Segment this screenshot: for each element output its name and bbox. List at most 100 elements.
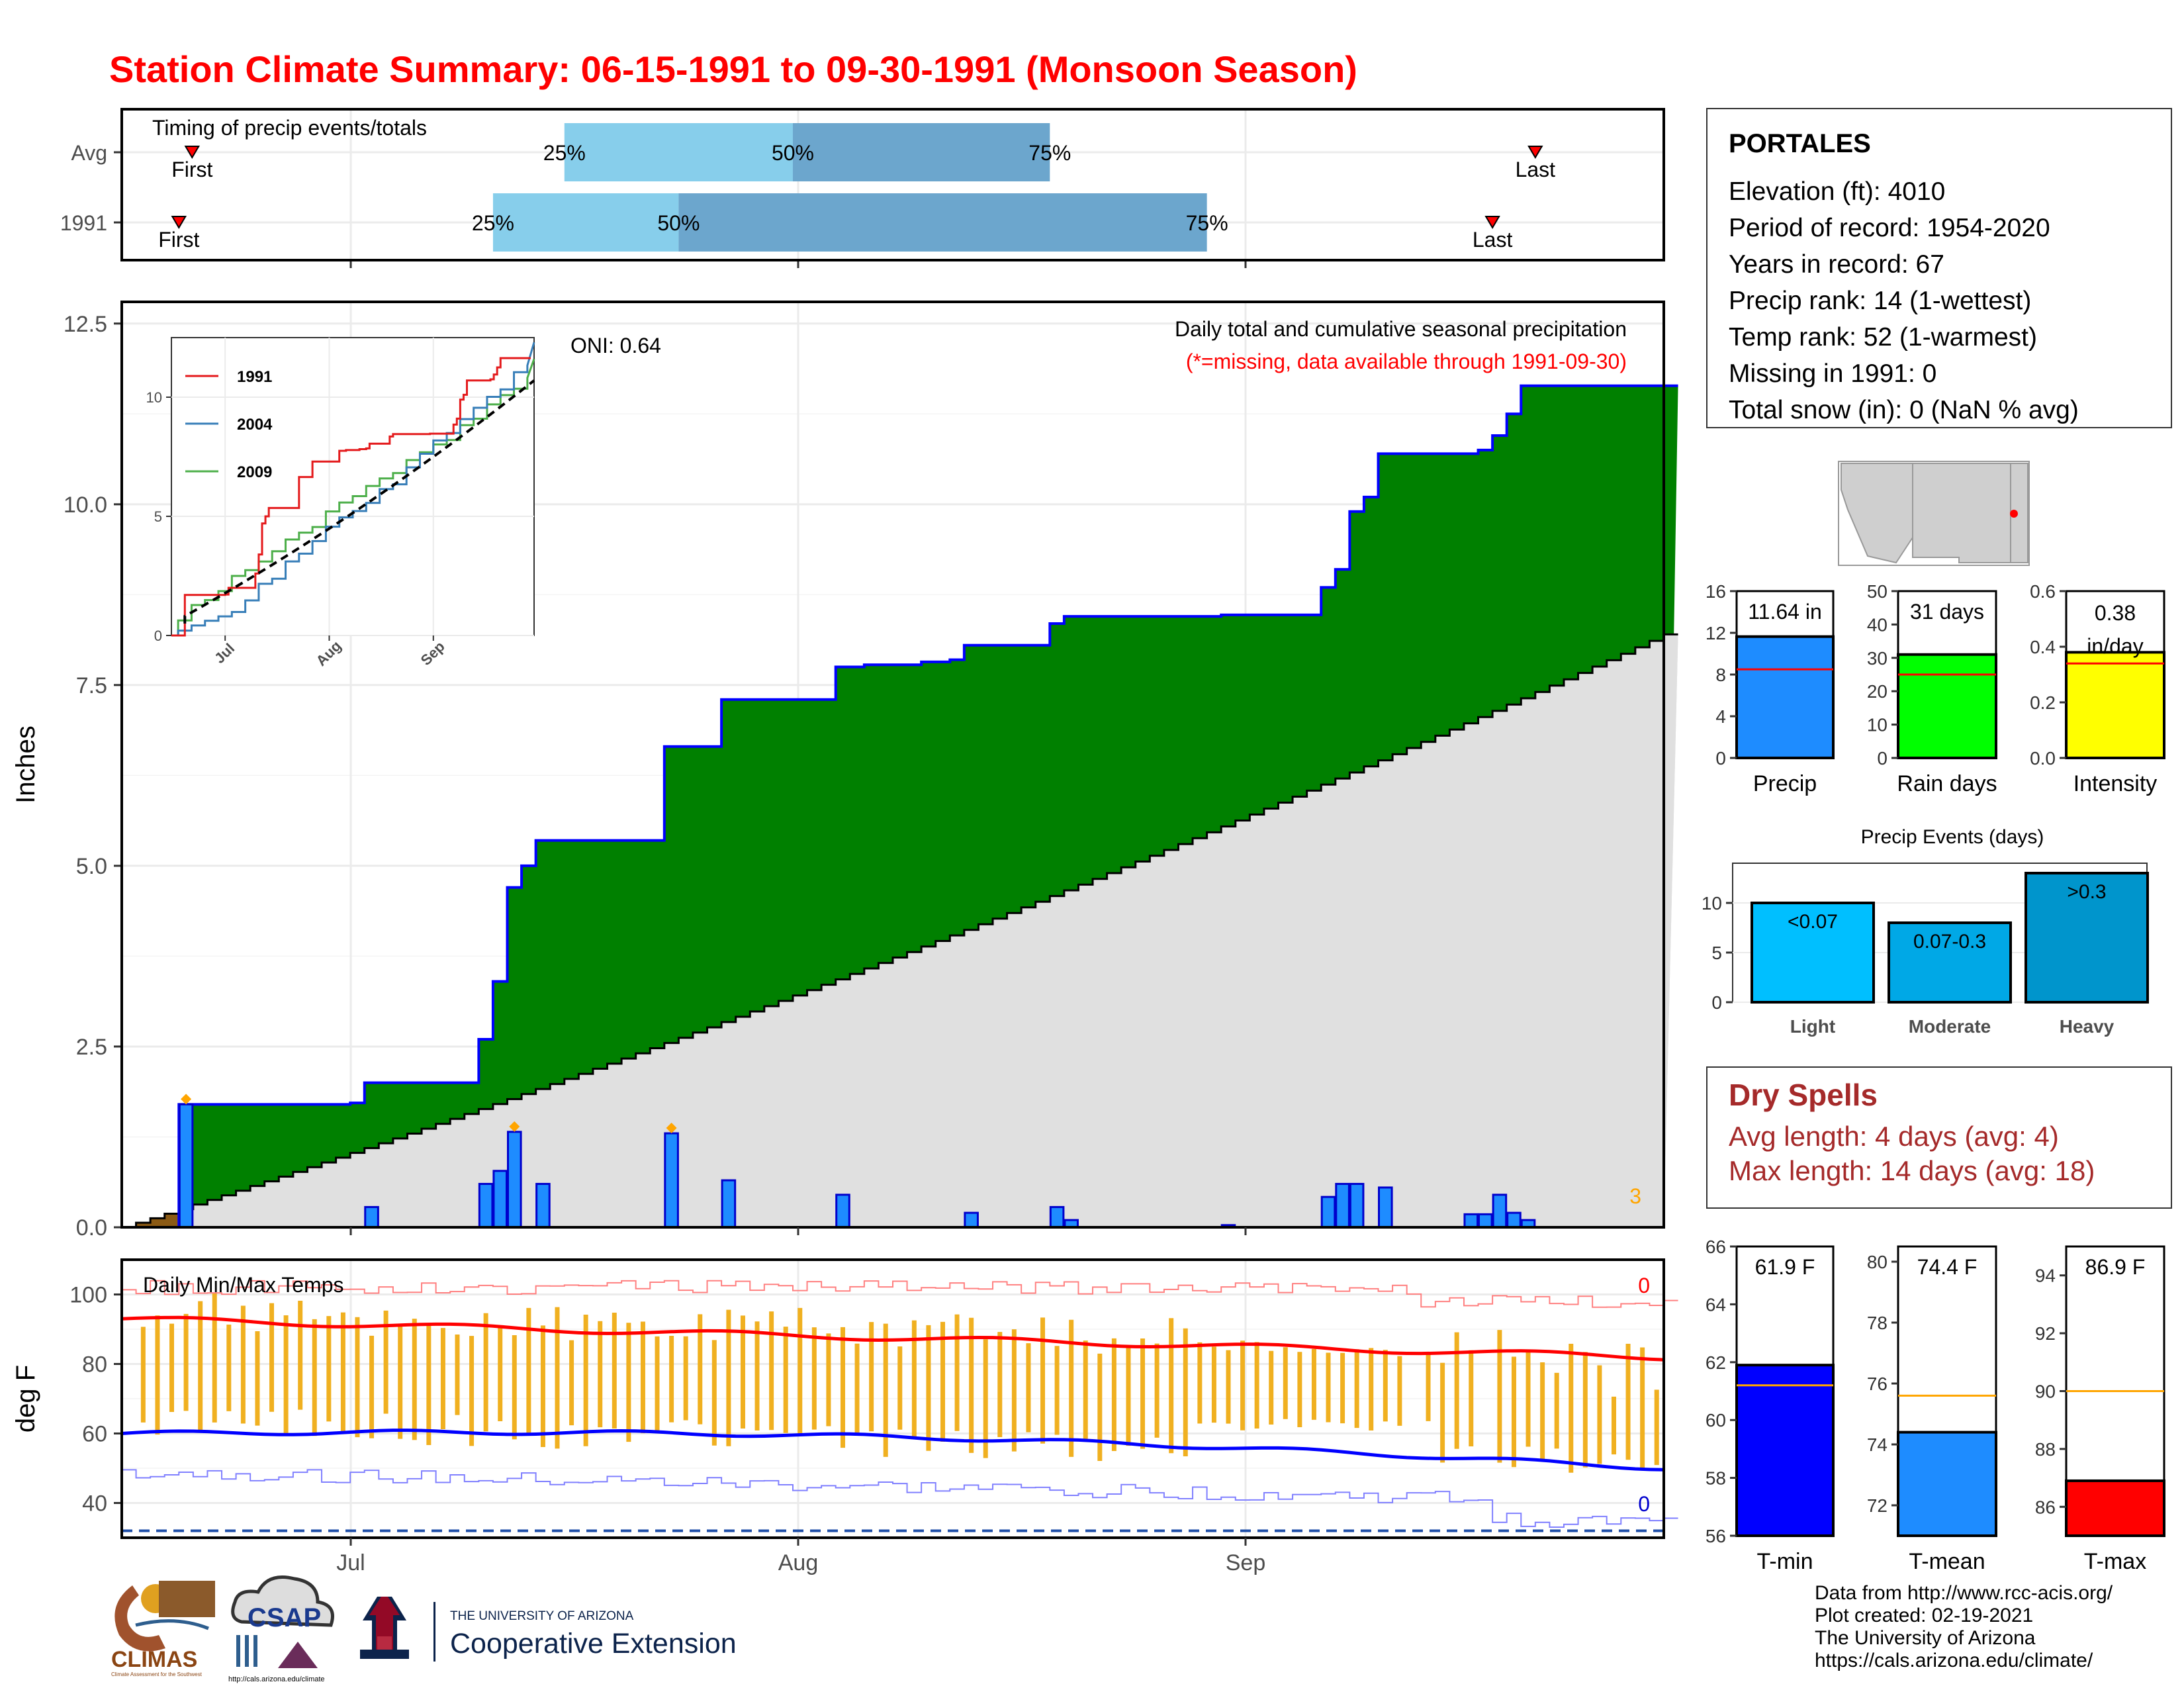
daily-precip-bar: [1463, 1213, 1479, 1229]
temp-count-top: 0: [1638, 1274, 1650, 1297]
dry-spells-box: Dry Spells Avg length: 4 days (avg: 4) M…: [1706, 1066, 2172, 1209]
precip-annotation-title: Daily total and cumulative seasonal prec…: [1175, 317, 1627, 341]
main-charts-svg: Timing of precip events/totals Avg 1991 …: [11, 108, 1678, 1683]
x-tick-sep: Sep: [1226, 1550, 1266, 1575]
daily-precip-bar: [1320, 1196, 1336, 1229]
timing-last-marker: [1527, 146, 1543, 159]
events-ytick-label: 0: [1711, 992, 1722, 1013]
inset-legend-label: 2009: [237, 463, 272, 481]
events-bar-heavy: [2025, 872, 2149, 1004]
temp-ytick-label: 60: [82, 1422, 107, 1447]
events-bar-label: 0.07-0.3: [1913, 931, 1986, 953]
precip-annotation-missing: (*=missing, data available through 1991-…: [1186, 350, 1627, 373]
summary-rain-days-value: 31 days: [1910, 600, 1984, 624]
summary-rain-days-ytick-label: 20: [1867, 681, 1888, 702]
csap-url: http://cals.arizona.edu/climate: [228, 1675, 325, 1683]
logos: CLIMAS Climate Assessment for the Southw…: [111, 1575, 737, 1683]
temp-summary-t-mean-ytick-label: 78: [1867, 1313, 1888, 1333]
inset-legend-label: 1991: [237, 368, 272, 386]
events-category-label: Heavy: [2060, 1016, 2115, 1037]
timing-q50-label: 50%: [657, 211, 700, 235]
normal-cumulative-line: [122, 633, 1678, 1229]
summary-rain-days-bar: [1897, 653, 1997, 760]
events-bar-light: [1751, 902, 1875, 1004]
location-map: [1838, 461, 2030, 566]
climas-text: CLIMAS: [111, 1647, 197, 1672]
temp-summary-t-max-ytick-label: 86: [2035, 1497, 2056, 1517]
temp-panel: Daily Min/Max Temps 0 0 40 60 80 100 deg F: [11, 1258, 1678, 1539]
temp-summary-t-min-ytick-label: 58: [1706, 1468, 1726, 1489]
average-max-temp-line: [121, 1315, 1664, 1362]
temp-summary-t-min-ytick-label: 66: [1706, 1237, 1726, 1257]
climas-sub: Climate Assessment for the Southwest: [111, 1671, 203, 1677]
temp-summary-t-max-ytick-label: 88: [2035, 1439, 2056, 1460]
station-temp-rank: Temp rank: 52 (1-warmest): [1729, 323, 2037, 352]
summary-intensity-value-unit: in/day: [2087, 634, 2143, 658]
summary-precip-bar: [1735, 635, 1835, 759]
events-bar-label: >0.3: [2067, 881, 2106, 903]
timing-title: Timing of precip events/totals: [152, 116, 427, 140]
temp-summary-t-mean-label: T-mean: [1909, 1549, 1985, 1574]
temp-summary-t-max-ytick-label: 92: [2035, 1323, 2056, 1344]
summary-intensity-ytick-label: 0.0: [2030, 748, 2056, 769]
summary-intensity-bar: [2065, 651, 2165, 760]
precip-ytick-label: 0.0: [76, 1215, 107, 1241]
timing-first-label: First: [171, 158, 212, 181]
inset-ytick-label: 10: [146, 389, 162, 406]
daily-precip-bar: [664, 1132, 679, 1229]
summary-intensity-ytick-label: 0.6: [2030, 581, 2056, 602]
temp-summary-t-min-ytick-label: 60: [1706, 1410, 1726, 1430]
inset-average-line: [183, 379, 535, 624]
temp-summary-t-min-ytick-label: 64: [1706, 1294, 1726, 1315]
precip-ylabel: Inches: [11, 726, 40, 804]
temp-summary-t-mean-ytick-label: 76: [1867, 1374, 1888, 1394]
temp-summary-t-min-value: 61.9 F: [1755, 1255, 1815, 1279]
temp-summary-t-mean-ytick-label: 72: [1867, 1495, 1888, 1516]
temp-summary-t-max-bar: [2065, 1479, 2165, 1537]
station-precip-rank: Precip rank: 14 (1-wettest): [1729, 287, 2032, 315]
footer-line-url: https://cals.arizona.edu/climate/: [1815, 1650, 2093, 1671]
summary-precip-label: Precip: [1753, 771, 1817, 796]
oni-label: ONI: 0.64: [570, 334, 661, 357]
inset-ytick-label: 5: [154, 508, 162, 525]
temp-border: [120, 1258, 1665, 1539]
temp-summary-t-min-bar: [1735, 1364, 1835, 1537]
temp-summary-t-max-ytick-label: 94: [2035, 1266, 2056, 1286]
station-elevation: Elevation (ft): 4010: [1729, 177, 1946, 206]
daily-precip-bar: [835, 1194, 850, 1229]
timing-last-marker: [1484, 216, 1500, 229]
temp-summary-t-mean-ytick-label: 80: [1867, 1252, 1888, 1272]
heavy-event-marker: [666, 1123, 677, 1134]
x-axis: Jul Aug Sep: [336, 1227, 1265, 1575]
precip-border: [120, 301, 1665, 1229]
timing-first-marker: [171, 216, 187, 229]
daily-precip-bar: [1478, 1213, 1493, 1229]
station-info-box: PORTALES Elevation (ft): 4010 Period of …: [1706, 108, 2172, 428]
timing-first-label: First: [158, 228, 199, 252]
climas-logo: CLIMAS Climate Assessment for the Southw…: [111, 1581, 215, 1677]
ua-logo: THE UNIVERSITY OF ARIZONA Cooperative Ex…: [360, 1597, 737, 1662]
temp-summary-t-mean-bar: [1897, 1430, 1997, 1538]
timing-first-marker: [184, 146, 201, 159]
inset-line-1991: [171, 357, 531, 637]
summary-precip-ytick-label: 0: [1715, 748, 1726, 769]
summary-intensity-ytick-label: 0.4: [2030, 637, 2056, 657]
daily-precip-bar: [1349, 1182, 1365, 1229]
temp-ytick-label: 40: [82, 1491, 107, 1517]
station-location-dot: [2010, 510, 2018, 518]
temp-summary-t-min-label: T-min: [1757, 1549, 1813, 1574]
station-period: Period of record: 1954-2020: [1729, 214, 2050, 242]
events-bar-label: <0.07: [1788, 911, 1838, 933]
x-tick-jul: Jul: [336, 1550, 365, 1575]
daily-precip-bar: [964, 1211, 979, 1229]
precip-ytick-label: 2.5: [76, 1035, 107, 1060]
daily-precip-bar: [1049, 1205, 1065, 1229]
footer-line-org: The University of Arizona: [1815, 1627, 2036, 1649]
temp-summary-t-min-ytick-label: 56: [1706, 1526, 1726, 1546]
timing-last-label: Last: [1473, 228, 1513, 252]
summary-intensity-ytick-label: 0.2: [2030, 692, 2056, 713]
temp-ytick-label: 80: [82, 1352, 107, 1378]
record-high-line: [122, 1280, 1678, 1308]
